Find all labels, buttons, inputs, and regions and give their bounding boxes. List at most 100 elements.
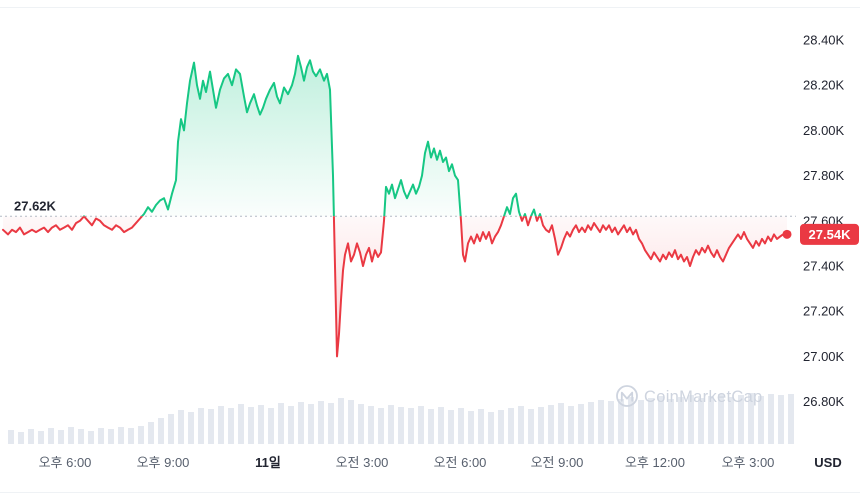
- x-axis-tick-label: 오후 3:00: [722, 455, 775, 470]
- volume-bar: [788, 394, 794, 444]
- volume-bar: [558, 403, 564, 444]
- volume-bar: [418, 406, 424, 444]
- volume-bar: [28, 429, 34, 444]
- volume-bar: [448, 410, 454, 444]
- volume-bar: [268, 408, 274, 444]
- volume-bar: [658, 396, 664, 444]
- x-axis-labels: 오후 6:00 오후 9:00 11일 오전 3:00 오전 6:00 오전 9:00 오후…: [39, 455, 842, 470]
- volume-bar: [18, 432, 24, 444]
- currency-unit-label: USD: [814, 455, 841, 470]
- coinmarketcap-logo-icon: [616, 385, 638, 407]
- volume-bar: [538, 407, 544, 444]
- volume-bar: [438, 407, 444, 444]
- volume-bar: [768, 394, 774, 444]
- volume-bar: [648, 398, 654, 444]
- volume-bar: [608, 401, 614, 444]
- volume-bar: [698, 398, 704, 444]
- volume-bar: [458, 408, 464, 444]
- volume-bar: [288, 406, 294, 444]
- volume-bar: [678, 397, 684, 444]
- volume-bar: [718, 394, 724, 444]
- volume-bar: [108, 429, 114, 444]
- volume-bar: [198, 408, 204, 444]
- volume-bar: [618, 399, 624, 444]
- y-axis-tick-label: 27.20K: [803, 304, 845, 319]
- x-axis-tick-label: 오후 12:00: [625, 455, 685, 470]
- volume-bar: [628, 397, 634, 444]
- volume-bar: [568, 406, 574, 444]
- volume-bar: [158, 418, 164, 444]
- volume-bar: [508, 408, 514, 444]
- volume-bar: [38, 431, 44, 444]
- volume-bar: [378, 408, 384, 444]
- coinmarketcap-watermark: CoinMarketCap: [616, 385, 763, 407]
- volume-bar: [758, 396, 764, 444]
- volume-bar: [708, 396, 714, 444]
- volume-bar: [398, 407, 404, 444]
- volume-bar: [478, 409, 484, 444]
- volume-bar: [578, 404, 584, 444]
- volume-bar: [258, 405, 264, 444]
- volume-bar: [588, 402, 594, 444]
- volume-bar: [188, 412, 194, 444]
- volume-bar: [348, 400, 354, 444]
- volume-bar: [278, 403, 284, 444]
- volume-bar: [748, 393, 754, 444]
- volume-bar: [598, 400, 604, 444]
- volume-bar: [688, 395, 694, 444]
- volume-bar: [778, 395, 784, 444]
- price-area-above-baseline: [141, 55, 541, 217]
- volume-bar: [248, 407, 254, 444]
- volume-bar: [218, 406, 224, 444]
- volume-bar: [208, 409, 214, 444]
- last-price-dot: [782, 229, 792, 239]
- coinmarketcap-logo-m: [620, 391, 634, 402]
- volume-bar: [638, 400, 644, 444]
- x-axis-tick-label: 11일: [255, 455, 281, 470]
- y-axis-tick-label: 28.40K: [803, 33, 845, 48]
- volume-bar: [738, 395, 744, 444]
- x-axis-tick-label: 오전 6:00: [434, 455, 487, 470]
- y-axis-labels: 28.40K28.20K28.00K27.80K27.60K27.40K27.2…: [803, 33, 845, 410]
- volume-bar: [338, 398, 344, 444]
- y-axis-tick-label: 28.00K: [803, 123, 845, 138]
- volume-bar: [408, 408, 414, 444]
- volume-bar: [48, 428, 54, 444]
- y-axis-tick-label: 27.40K: [803, 259, 845, 274]
- volume-bar: [368, 406, 374, 444]
- volume-bar: [728, 397, 734, 444]
- volume-bar: [88, 431, 94, 444]
- volume-bar: [308, 404, 314, 444]
- reference-price-label: 27.62K: [14, 198, 57, 213]
- volume-bar: [118, 427, 124, 444]
- volume-bar: [428, 409, 434, 444]
- last-price-badge-label: 27.54K: [809, 227, 852, 242]
- volume-bar: [668, 399, 674, 444]
- volume-bar: [298, 402, 304, 444]
- volume-bar: [388, 405, 394, 444]
- volume-bar: [468, 411, 474, 444]
- volume-bar: [328, 403, 334, 444]
- x-axis-tick-label: 오전 3:00: [336, 455, 389, 470]
- x-axis-tick-label: 오전 9:00: [531, 455, 584, 470]
- volume-bar: [228, 408, 234, 444]
- y-axis-tick-label: 27.80K: [803, 168, 845, 183]
- volume-bar: [8, 430, 14, 444]
- watermark-text: CoinMarketCap: [644, 388, 763, 406]
- volume-bar: [548, 405, 554, 444]
- volume-bar: [528, 409, 534, 444]
- volume-bar: [318, 401, 324, 444]
- volume-bars: [8, 393, 794, 444]
- y-axis-tick-label: 27.00K: [803, 349, 845, 364]
- volume-bar: [498, 410, 504, 444]
- y-axis-tick-label: 26.80K: [803, 394, 845, 409]
- volume-bar: [68, 427, 74, 444]
- volume-bar: [78, 429, 84, 444]
- price-line-green: [82, 54, 542, 217]
- volume-bar: [148, 422, 154, 444]
- volume-bar: [168, 414, 174, 444]
- volume-bar: [488, 412, 494, 444]
- volume-bar: [358, 404, 364, 444]
